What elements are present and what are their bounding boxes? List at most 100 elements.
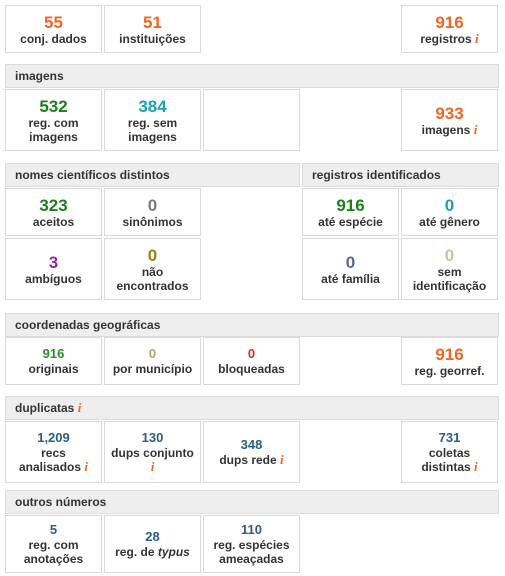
identified-none-label-1: sem <box>437 264 462 279</box>
names-section-header: nomes científicos distintos <box>5 163 300 187</box>
names-synonyms-count: 0 <box>147 195 158 215</box>
other-threatened-label-1: reg. espécies <box>213 538 290 552</box>
coords-original-card[interactable]: 916 originais <box>5 337 102 385</box>
other-annotations-card[interactable]: 5 reg. com anotações <box>5 515 102 573</box>
records-label-line: registros i <box>420 30 479 46</box>
coords-original-count: 916 <box>42 346 65 361</box>
records-count: 916 <box>435 12 464 32</box>
names-accepted-card[interactable]: 323 aceitos <box>5 188 102 236</box>
images-with-label-1: reg. com <box>28 115 79 130</box>
other-annotations-count: 5 <box>49 522 58 537</box>
coords-municipality-count: 0 <box>148 346 157 361</box>
dups-collections-label-line: distintas i <box>421 459 478 475</box>
dups-set-info-line: i <box>151 460 155 474</box>
images-total-label-line: imagens i <box>421 121 478 137</box>
datasets-label: conj. dados <box>20 31 87 46</box>
identified-genus-label: até gênero <box>419 214 480 229</box>
images-without-label-1: reg. sem <box>127 115 178 130</box>
other-annotations-label-1: reg. com <box>28 538 79 552</box>
other-threatened-label-2: ameaçadas <box>219 552 284 566</box>
images-without-label-2: imagens <box>128 129 177 144</box>
duplicates-section-header: duplicatas i <box>5 396 499 420</box>
images-section-header: imagens <box>5 64 499 88</box>
names-ambiguous-count: 3 <box>48 252 59 272</box>
info-icon[interactable]: i <box>473 121 478 137</box>
names-synonyms-card[interactable]: 0 sinônimos <box>104 188 201 236</box>
coords-blocked-card[interactable]: 0 bloqueadas <box>203 337 300 385</box>
coords-original-label: originais <box>28 362 79 376</box>
dups-analyzed-label-2: analisados <box>19 460 82 474</box>
coords-blocked-label: bloqueadas <box>218 362 285 376</box>
images-total-card[interactable]: 933 imagens i <box>401 89 498 151</box>
records-card[interactable]: 916 registros i <box>401 5 498 53</box>
coords-municipality-label: por município <box>112 362 193 376</box>
info-icon[interactable]: i <box>280 452 284 467</box>
identified-family-count: 0 <box>345 252 356 272</box>
dups-set-card[interactable]: 130 dups conjunto i <box>104 421 201 483</box>
institutions-count: 51 <box>143 12 162 32</box>
dups-analyzed-count: 1,209 <box>37 430 70 445</box>
other-threatened-card[interactable]: 110 reg. espécies ameaçadas <box>203 515 300 573</box>
images-without-card[interactable]: 384 reg. sem imagens <box>104 89 201 151</box>
images-with-count: 532 <box>39 96 68 116</box>
institutions-card[interactable]: 51 instituições <box>104 5 201 53</box>
images-total-label: imagens <box>421 122 471 137</box>
coords-section-header: coordenadas geográficas <box>5 313 499 337</box>
dups-analyzed-label-1: recs <box>41 446 66 460</box>
dups-collections-label-2: distintas <box>421 460 471 474</box>
info-icon[interactable]: i <box>475 30 479 46</box>
images-without-count: 384 <box>138 96 167 116</box>
images-with-label-2: imagens <box>29 129 78 144</box>
coords-georef-count: 916 <box>435 344 464 364</box>
identified-none-label-2: identificação <box>412 278 487 293</box>
dups-set-count: 130 <box>141 430 164 445</box>
names-accepted-label: aceitos <box>32 214 75 229</box>
identified-section-header: registros identificados <box>302 163 499 187</box>
dups-set-label: dups conjunto <box>111 446 194 460</box>
identified-species-card[interactable]: 916 até espécie <box>302 188 399 236</box>
identified-family-label: até família <box>321 271 380 286</box>
dups-analyzed-label-line: analisados i <box>19 459 88 475</box>
dups-analyzed-card[interactable]: 1,209 recs analisados i <box>5 421 102 483</box>
names-not-found-label-1: não <box>141 264 164 279</box>
info-icon[interactable]: i <box>84 459 88 474</box>
datasets-count: 55 <box>44 12 63 32</box>
identified-none-count: 0 <box>444 245 455 265</box>
info-icon[interactable]: i <box>474 459 478 474</box>
images-with-card[interactable]: 532 reg. com imagens <box>5 89 102 151</box>
names-ambiguous-label: ambíguos <box>25 271 82 286</box>
names-ambiguous-card[interactable]: 3 ambíguos <box>5 238 102 300</box>
info-icon[interactable]: i <box>77 400 82 415</box>
dups-network-label-line: dups rede i <box>219 452 284 468</box>
institutions-label: instituições <box>119 31 186 46</box>
datasets-card[interactable]: 55 conj. dados <box>5 5 102 53</box>
identified-none-card[interactable]: 0 sem identificação <box>401 238 498 300</box>
duplicates-title: duplicatas <box>15 401 75 415</box>
other-typus-label-em: typus <box>157 545 190 559</box>
dups-network-card[interactable]: 348 dups rede i <box>203 421 300 483</box>
identified-family-card[interactable]: 0 até família <box>302 238 399 300</box>
other-section-header: outros números <box>5 490 499 514</box>
identified-genus-count: 0 <box>444 195 455 215</box>
info-icon[interactable]: i <box>150 459 155 474</box>
dups-network-count: 348 <box>240 437 263 452</box>
other-typus-count: 28 <box>145 529 160 544</box>
other-typus-card[interactable]: 28 reg. de typus <box>104 515 201 573</box>
names-not-found-count: 0 <box>147 245 158 265</box>
dups-collections-card[interactable]: 731 coletas distintas i <box>401 421 498 483</box>
names-synonyms-label: sinônimos <box>122 214 183 229</box>
dups-network-label: dups rede <box>219 453 277 467</box>
coords-municipality-card[interactable]: 0 por município <box>104 337 201 385</box>
identified-species-count: 916 <box>336 195 365 215</box>
names-accepted-count: 323 <box>39 195 68 215</box>
coords-georef-card[interactable]: 916 reg. georref. <box>401 337 498 385</box>
images-empty-card <box>203 89 300 151</box>
other-annotations-label-2: anotações <box>23 552 84 566</box>
images-total-count: 933 <box>435 103 464 123</box>
names-not-found-card[interactable]: 0 não encontrados <box>104 238 201 300</box>
other-typus-label-prefix: reg. de <box>115 545 155 559</box>
dups-collections-count: 731 <box>438 430 461 445</box>
identified-genus-card[interactable]: 0 até gênero <box>401 188 498 236</box>
records-label: registros <box>420 31 472 46</box>
dups-collections-label-1: coletas <box>428 446 471 460</box>
